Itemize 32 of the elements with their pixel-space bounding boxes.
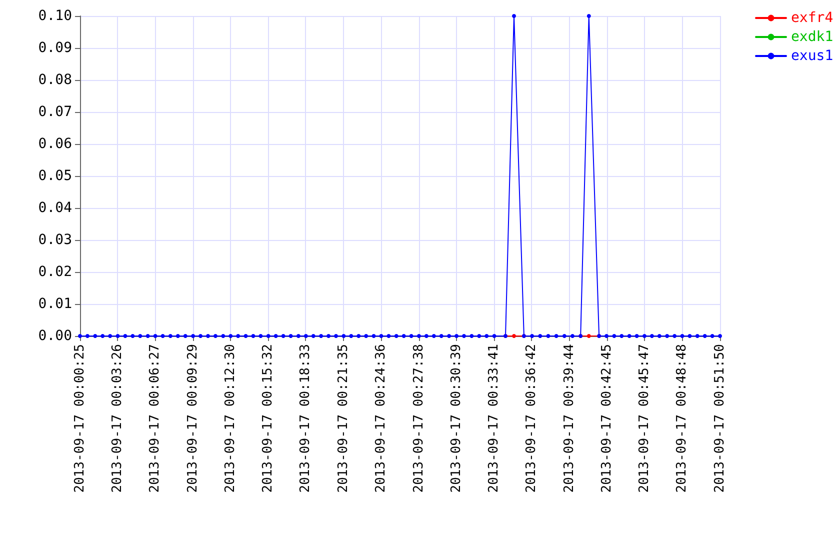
y-tick-label: 0.09 xyxy=(38,40,72,56)
x-tick-label: 2013-09-17 00:30:39 xyxy=(448,344,464,493)
x-tick-label: 2013-09-17 00:12:30 xyxy=(222,344,238,493)
x-tick-label: 2013-09-17 00:33:41 xyxy=(486,344,502,493)
y-tick-label: 0.02 xyxy=(38,264,72,280)
x-tick-label: 2013-09-17 00:24:36 xyxy=(374,344,389,493)
legend-label: exfr4 xyxy=(791,10,834,26)
legend-label: exdk1 xyxy=(791,29,834,45)
x-tick-label: 2013-09-17 00:42:45 xyxy=(599,344,614,493)
x-tick-label: 2013-09-17 00:18:33 xyxy=(298,344,314,493)
x-tick-label: 2013-09-17 00:27:38 xyxy=(411,344,426,493)
y-tick-label: 0.10 xyxy=(38,8,72,24)
x-tick-label: 2013-09-17 00:00:25 xyxy=(72,344,88,493)
x-tick-label: 2013-09-17 00:06:27 xyxy=(148,344,163,493)
x-tick-label: 2013-09-17 00:21:35 xyxy=(336,344,351,493)
y-tick-label: 0.01 xyxy=(38,296,72,312)
x-tick-label: 2013-09-17 00:45:47 xyxy=(637,344,652,493)
x-tick-label: 2013-09-17 00:48:48 xyxy=(674,344,690,493)
x-tick-label: 2013-09-17 00:03:26 xyxy=(110,344,126,493)
x-tick-label: 2013-09-17 00:36:42 xyxy=(524,344,540,493)
y-tick-label: 0.00 xyxy=(38,328,72,344)
x-tick-label: 2013-09-17 00:39:44 xyxy=(562,344,577,493)
y-tick-label: 0.04 xyxy=(38,200,72,216)
x-tick-label: 2013-09-17 00:09:29 xyxy=(185,344,200,493)
y-tick-label: 0.06 xyxy=(38,136,72,152)
x-tick-label: 2013-09-17 00:51:50 xyxy=(712,344,728,493)
y-tick-label: 0.07 xyxy=(38,104,72,120)
y-tick-label: 0.03 xyxy=(38,232,72,248)
y-tick-label: 0.05 xyxy=(38,168,72,184)
legend-label: exus1 xyxy=(791,48,834,64)
y-tick-label: 0.08 xyxy=(38,72,72,88)
x-tick-label: 2013-09-17 00:15:32 xyxy=(260,344,276,493)
